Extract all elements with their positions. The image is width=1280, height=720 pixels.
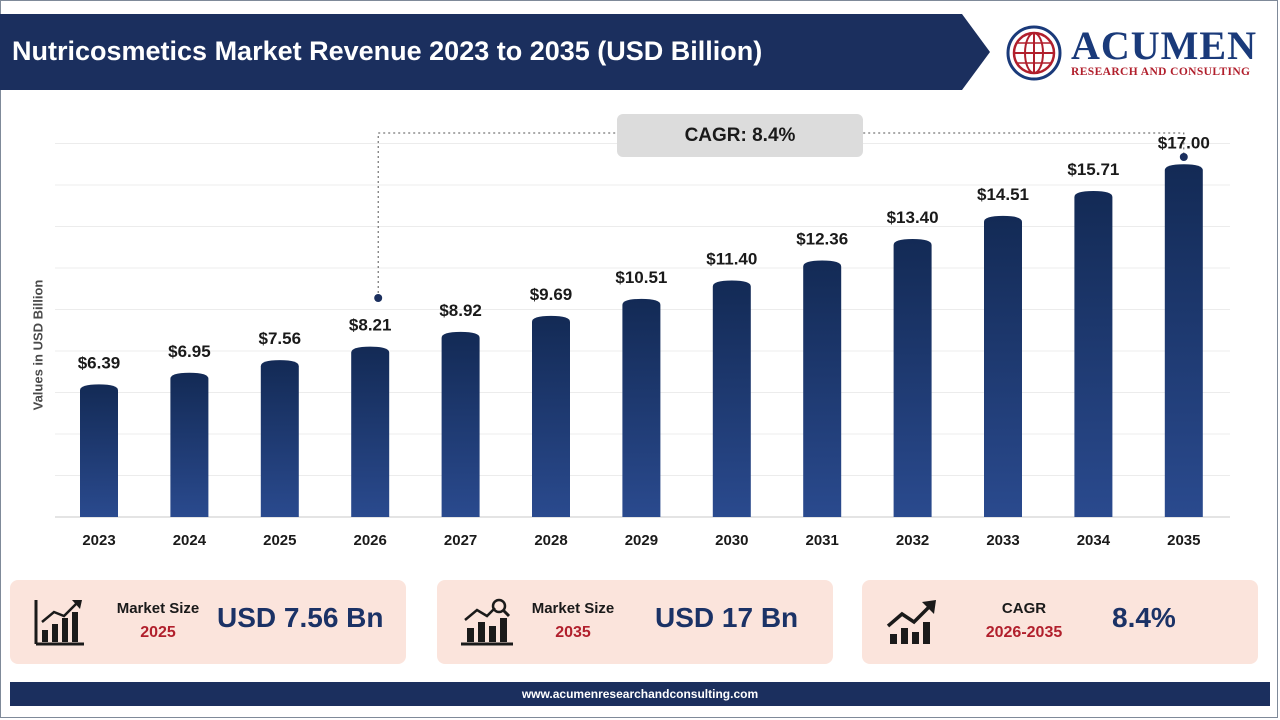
kpi-value: USD 7.56 Bn: [217, 602, 384, 633]
kpi-year: 2025: [140, 624, 176, 641]
bar-2034: [1074, 191, 1113, 517]
data-label-2026: $8.21: [349, 316, 392, 335]
footer-bar: www.acumenresearchandconsulting.com: [10, 682, 1270, 706]
footer-url: www.acumenresearchandconsulting.com: [521, 687, 759, 701]
logo-tagline: RESEARCH AND CONSULTING: [1071, 66, 1251, 78]
x-tick-2026: 2026: [354, 532, 387, 549]
kpi-card-market-size-2035: Market Size 2035 USD 17 Bn: [437, 580, 833, 664]
x-tick-2033: 2033: [986, 532, 1019, 549]
x-tick-2027: 2027: [444, 532, 477, 549]
bar-2024: [170, 372, 209, 517]
x-tick-2024: 2024: [173, 532, 207, 549]
bar-2030: [712, 280, 751, 517]
globe-icon: [1006, 25, 1062, 81]
kpi-value: 8.4%: [1112, 602, 1176, 633]
data-label-2023: $6.39: [78, 353, 121, 372]
bar-2027: [441, 331, 480, 517]
data-label-2031: $12.36: [796, 230, 848, 249]
x-tick-2035: 2035: [1167, 532, 1200, 549]
data-label-2029: $10.51: [615, 268, 667, 287]
data-label-2030: $11.40: [706, 249, 757, 268]
bar-2025: [260, 360, 299, 517]
data-label-2028: $9.69: [530, 285, 573, 304]
data-label-2027: $8.92: [439, 301, 482, 320]
x-tick-2029: 2029: [625, 532, 658, 549]
analytics-magnifier-icon: [461, 598, 513, 646]
bar-2031: [803, 260, 842, 517]
data-label-2034: $15.71: [1067, 160, 1119, 179]
data-label-2033: $14.51: [977, 185, 1029, 204]
bar-2023: [80, 384, 118, 517]
bar-chart-growth-icon: [34, 600, 84, 646]
x-tick-2028: 2028: [534, 532, 567, 549]
cagr-marker-start: [374, 294, 383, 302]
x-tick-2032: 2032: [896, 532, 929, 549]
x-tick-2023: 2023: [82, 532, 115, 549]
cagr-bracket: [377, 132, 1185, 298]
bar-2028: [532, 315, 570, 517]
page-title: Nutricosmetics Market Revenue 2023 to 20…: [12, 36, 763, 66]
data-label-2024: $6.95: [168, 342, 211, 361]
x-tick-2025: 2025: [263, 532, 296, 549]
logo-name: ACUMEN: [1071, 23, 1257, 68]
trend-up-icon: [886, 600, 936, 644]
bar-2035: [1164, 164, 1203, 517]
cagr-annotation: CAGR: 8.4%: [617, 114, 863, 157]
header-banner: Nutricosmetics Market Revenue 2023 to 20…: [0, 14, 990, 90]
kpi-card-market-size-2025: Market Size 2025 USD 7.56 Bn: [10, 580, 406, 664]
bar-2032: [893, 238, 932, 517]
acumen-logo: ACUMEN RESEARCH AND CONSULTING: [1005, 22, 1265, 84]
x-tick-2030: 2030: [715, 532, 748, 549]
x-tick-2031: 2031: [806, 532, 839, 549]
kpi-label: CAGR: [1001, 600, 1047, 617]
kpi-label: Market Size: [531, 600, 615, 617]
data-label-2035: $17.00: [1158, 133, 1210, 152]
bar-2033: [984, 215, 1022, 517]
cagr-marker-end: [1179, 153, 1188, 161]
kpi-label: Market Size: [116, 600, 200, 617]
x-tick-2034: 2034: [1077, 532, 1111, 549]
kpi-value: USD 17 Bn: [655, 602, 799, 633]
kpi-year: 2035: [555, 624, 591, 641]
bar-2029: [622, 298, 661, 517]
bar-chart: $6.39 $6.95 $7.56 $8.21 $8.92 $9.69 $10.51 $11.…: [55, 132, 1230, 549]
kpi-card-cagr: CAGR 2026-2035 8.4%: [862, 580, 1258, 664]
kpi-year: 2026-2035: [985, 624, 1063, 641]
data-label-2032: $13.40: [887, 208, 939, 227]
banner-shape: [0, 14, 990, 90]
bar-2026: [351, 346, 390, 517]
data-label-2025: $7.56: [259, 329, 302, 348]
